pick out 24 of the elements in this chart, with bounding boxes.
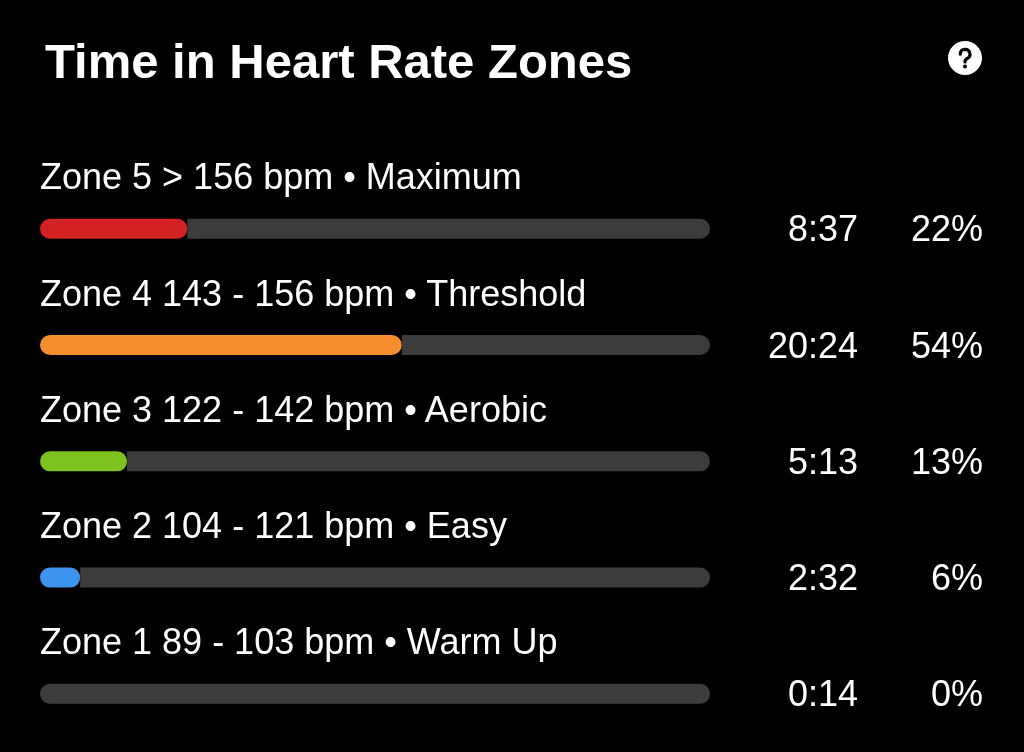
data-label: 54% (910, 324, 983, 366)
bar (40, 218, 188, 239)
data-label: 0% (930, 673, 983, 715)
text: 8:37 (787, 208, 858, 250)
bar (187, 218, 710, 239)
y-tick-label: Zone 4 143 - 156 bpm • Threshold (40, 272, 587, 314)
text: 2:32 (787, 557, 858, 599)
data-label: 22% (910, 208, 983, 250)
bar (40, 451, 128, 472)
data-label: 13% (910, 440, 983, 482)
text: 5:13 (787, 440, 858, 482)
y-tick-label: Zone 5 > 156 bpm • Maximum (40, 156, 522, 198)
y-tick-label: Zone 1 89 - 103 bpm • Warm Up (40, 621, 558, 663)
data-label: 6% (930, 557, 983, 599)
text: 20:24 (767, 324, 858, 366)
bar (127, 451, 710, 472)
y-tick-label: Zone 2 104 - 121 bpm • Easy (40, 505, 507, 547)
text: 0:14 (787, 673, 858, 715)
bar (80, 567, 710, 588)
bar (40, 683, 710, 704)
bar (401, 335, 710, 356)
chart-title: Time in Heart Rate Zones (45, 33, 633, 88)
y-tick-label: Zone 3 122 - 142 bpm • Aerobic (40, 388, 547, 430)
bar (40, 335, 402, 356)
